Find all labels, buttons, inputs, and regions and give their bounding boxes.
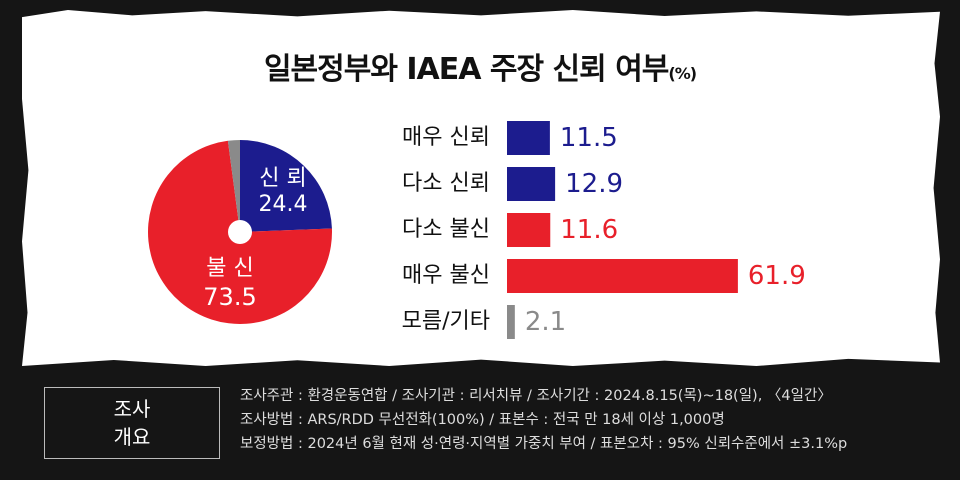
note-line: 조사주관 : 환경운동연합 / 조사기관 : 리서치뷰 / 조사기간 : 202… [240,388,832,404]
note-line: 보정방법 : 2024년 6월 현재 성·연령·지역별 가중치 부여 / 표본오… [240,436,848,452]
bar [507,121,550,155]
pie-label-distrust: 불 신 73.5 [203,256,257,311]
bar [507,167,556,201]
pie-slice [240,140,332,232]
bar-value-label: 12.9 [565,169,623,199]
bar-category-label: 다소 신뢰 [402,171,490,196]
bar-category-label: 다소 불신 [402,217,490,242]
bar-value-label: 11.6 [560,215,619,245]
survey-notes: 조사주관 : 환경운동연합 / 조사기관 : 리서치뷰 / 조사기간 : 202… [240,384,847,456]
note-line: 조사방법 : ARS/RDD 무선전화(100%) / 표본수 : 전국 만 1… [240,412,725,428]
bar [507,259,738,293]
bar-value-label: 61.9 [747,261,806,291]
pie-center-hole [228,220,252,244]
bar [507,305,515,339]
pie-label-trust: 신 뢰 24.4 [258,166,308,217]
bar-category-label: 매우 불신 [402,263,490,288]
bar [507,213,551,247]
pie-slice [227,140,240,232]
bar-category-label: 매우 신뢰 [402,125,490,150]
bar-category-label: 모름/기타 [401,309,490,334]
bar-value-label: 2.1 [524,307,567,337]
bar-value-label: 11.5 [559,123,618,153]
summary-box: 조사 개요 [44,387,220,459]
chart-title: 일본정부와 IAEA 주장 신뢰 여부(%) [263,52,697,87]
